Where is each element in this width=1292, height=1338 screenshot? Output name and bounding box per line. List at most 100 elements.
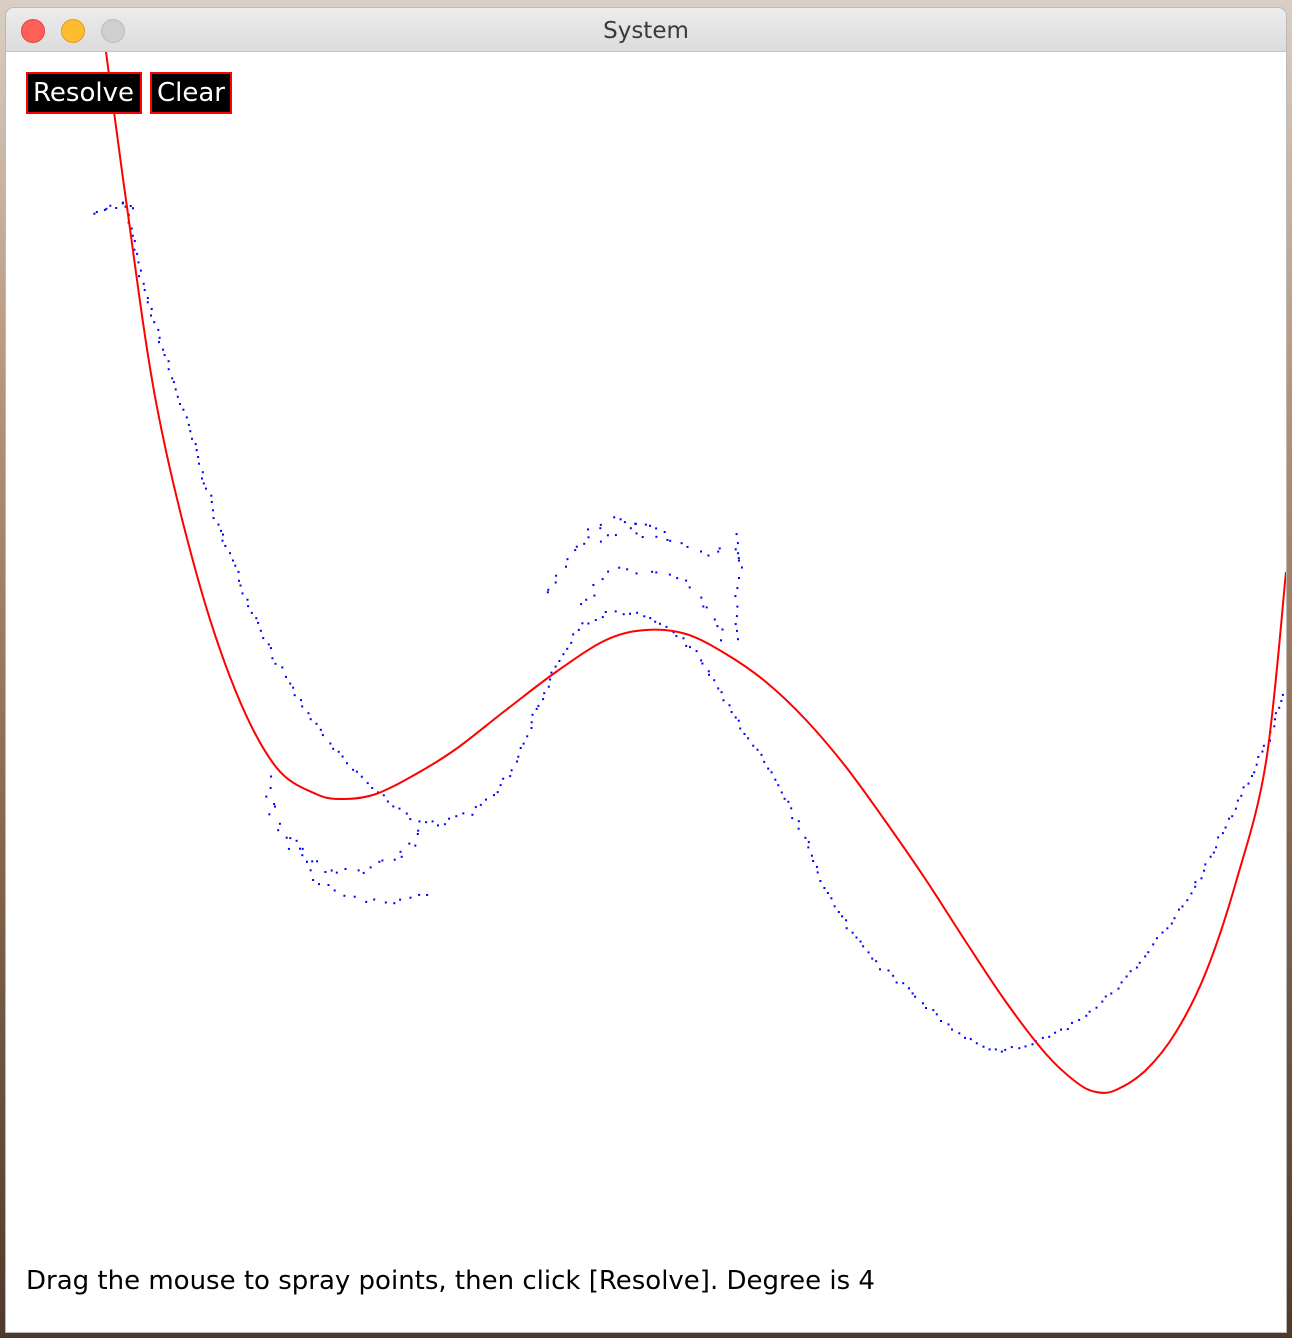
sprayed-point	[1217, 836, 1220, 839]
sprayed-point	[316, 860, 319, 863]
sprayed-point	[1247, 782, 1250, 785]
sprayed-point	[1170, 922, 1173, 925]
sprayed-point	[807, 846, 810, 849]
sprayed-point	[969, 1038, 972, 1041]
sprayed-point	[580, 603, 583, 606]
sprayed-point	[496, 791, 499, 794]
sprayed-point	[321, 734, 324, 737]
sprayed-point	[535, 707, 538, 710]
sprayed-point	[940, 1020, 942, 1022]
sprayed-point	[158, 341, 160, 344]
sprayed-point	[1278, 706, 1281, 709]
sprayed-point	[777, 784, 780, 787]
sprayed-point	[619, 518, 622, 521]
sprayed-point	[816, 871, 819, 874]
sprayed-point	[737, 557, 740, 560]
sprayed-point	[543, 692, 546, 695]
clear-button[interactable]: Clear	[150, 72, 232, 114]
sprayed-point	[381, 859, 384, 862]
sprayed-point	[1251, 775, 1253, 777]
sprayed-point	[867, 951, 870, 954]
sprayed-point	[307, 712, 310, 715]
sprayed-point	[270, 647, 272, 650]
sprayed-point	[250, 611, 253, 614]
sprayed-point	[914, 995, 917, 998]
sprayed-point	[701, 662, 704, 665]
sprayed-point	[1224, 826, 1227, 829]
sprayed-point	[1048, 1035, 1051, 1038]
sprayed-point	[1041, 1036, 1044, 1039]
sprayed-point	[1018, 1047, 1021, 1050]
sprayed-point	[607, 570, 610, 573]
sprayed-point	[736, 542, 739, 545]
sprayed-point	[210, 494, 213, 497]
sprayed-point	[682, 637, 685, 640]
close-window-button[interactable]	[21, 19, 45, 43]
sprayed-point	[695, 650, 698, 653]
sprayed-point	[859, 940, 862, 943]
minimize-window-button[interactable]	[61, 19, 85, 43]
sprayed-point	[601, 578, 604, 581]
sprayed-point	[830, 897, 833, 900]
drawing-canvas[interactable]: Resolve Clear Drag the mouse to spray po…	[6, 52, 1286, 1332]
sprayed-point	[1261, 750, 1264, 753]
sprayed-point	[819, 880, 822, 882]
sprayed-point	[722, 699, 725, 702]
sprayed-point	[555, 574, 558, 577]
sprayed-point	[713, 679, 716, 682]
sprayed-point	[398, 807, 401, 810]
sprayed-point	[292, 686, 295, 689]
sprayed-point	[95, 211, 98, 213]
sprayed-point	[1181, 905, 1184, 908]
sprayed-point	[837, 911, 840, 913]
sprayed-point	[293, 694, 296, 697]
plot-surface[interactable]	[6, 52, 1286, 1332]
sprayed-point	[109, 204, 112, 207]
sprayed-point	[593, 594, 596, 597]
sprayed-point	[635, 532, 638, 535]
sprayed-point	[129, 205, 132, 207]
sprayed-point	[554, 665, 557, 668]
sprayed-point	[462, 812, 465, 815]
sprayed-point	[1228, 817, 1230, 820]
sprayed-point	[130, 227, 133, 230]
zoom-window-button[interactable]	[101, 19, 125, 43]
sprayed-point	[537, 704, 540, 707]
sprayed-point	[756, 748, 759, 751]
sprayed-point	[728, 704, 731, 707]
sprayed-point	[685, 579, 688, 582]
sprayed-point	[257, 621, 260, 624]
sprayed-point	[176, 395, 179, 398]
sprayed-point	[1147, 951, 1150, 954]
sprayed-point	[274, 805, 276, 808]
sprayed-point	[360, 775, 363, 778]
sprayed-point	[614, 534, 617, 537]
sprayed-point	[182, 408, 185, 411]
title-bar: System	[6, 8, 1286, 52]
sprayed-point	[332, 747, 335, 750]
sprayed-point	[577, 628, 580, 631]
sprayed-point	[153, 321, 156, 324]
sprayed-point	[922, 1002, 924, 1005]
sprayed-point	[566, 647, 569, 650]
sprayed-point	[265, 795, 268, 798]
resolve-button[interactable]: Resolve	[26, 72, 142, 114]
sprayed-point	[713, 618, 716, 621]
sprayed-point	[635, 572, 638, 575]
sprayed-point	[239, 584, 242, 587]
sprayed-point	[879, 968, 881, 971]
sprayed-point	[133, 240, 136, 242]
sprayed-point	[185, 416, 188, 419]
sprayed-point	[752, 744, 755, 747]
sprayed-point	[139, 269, 142, 272]
sprayed-point	[1236, 799, 1239, 802]
sprayed-point	[807, 841, 810, 844]
sprayed-point	[738, 559, 740, 562]
sprayed-point	[1155, 937, 1158, 940]
sprayed-point	[416, 833, 419, 835]
sprayed-point	[409, 896, 412, 899]
sprayed-point	[862, 945, 865, 948]
sprayed-point	[1274, 712, 1277, 715]
sprayed-point	[221, 539, 224, 542]
sprayed-point	[721, 628, 724, 631]
